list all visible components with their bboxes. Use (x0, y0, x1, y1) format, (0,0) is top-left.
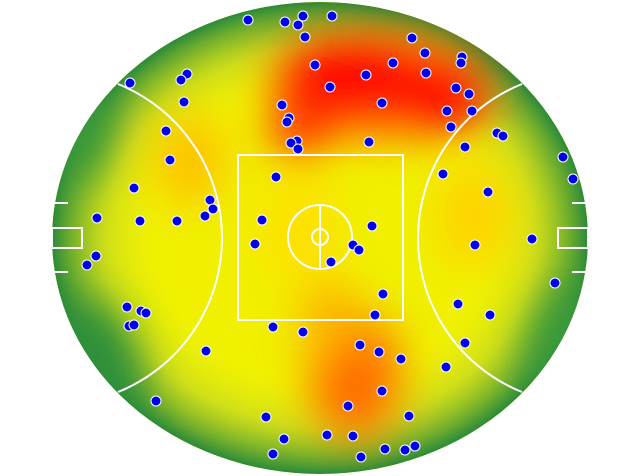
point (281, 116, 293, 128)
point (204, 194, 216, 206)
point (285, 137, 297, 149)
point (309, 59, 321, 71)
point (260, 411, 272, 423)
point (199, 210, 211, 222)
point (526, 233, 538, 245)
point (450, 82, 462, 94)
point (452, 298, 464, 310)
point (342, 400, 354, 412)
point (399, 444, 411, 456)
point (459, 337, 471, 349)
point (279, 16, 291, 28)
point (363, 136, 375, 148)
point (267, 321, 279, 333)
point (497, 130, 509, 142)
point (297, 10, 309, 22)
point (90, 250, 102, 262)
point (91, 212, 103, 224)
point (567, 173, 579, 185)
point (445, 121, 457, 133)
point (437, 168, 449, 180)
point (373, 346, 385, 358)
point (406, 32, 418, 44)
point (354, 339, 366, 351)
point (324, 81, 336, 93)
point (466, 105, 478, 117)
point (409, 440, 421, 452)
point (140, 307, 152, 319)
point (353, 244, 365, 256)
point (267, 448, 279, 460)
point (326, 10, 338, 22)
point (387, 57, 399, 69)
point (325, 256, 337, 268)
point (278, 433, 290, 445)
point (420, 67, 432, 79)
point (360, 69, 372, 81)
point (549, 277, 561, 289)
point (200, 345, 212, 357)
point (121, 301, 133, 313)
point (242, 14, 254, 26)
point (175, 74, 187, 86)
point (150, 395, 162, 407)
point (455, 57, 467, 69)
point (128, 182, 140, 194)
point (355, 451, 367, 463)
point (297, 326, 309, 338)
point (207, 203, 219, 215)
point (376, 385, 388, 397)
point (469, 239, 481, 251)
point (557, 151, 569, 163)
point (299, 31, 311, 43)
point (441, 105, 453, 117)
point (347, 430, 359, 442)
point (292, 143, 304, 155)
point (270, 171, 282, 183)
point (459, 141, 471, 153)
point (376, 97, 388, 109)
point (276, 99, 288, 111)
point (81, 259, 93, 271)
point (321, 429, 333, 441)
point (171, 215, 183, 227)
point (256, 214, 268, 226)
point (128, 319, 140, 331)
point (134, 215, 146, 227)
point (463, 88, 475, 100)
point (419, 47, 431, 59)
point (160, 125, 172, 137)
point (379, 443, 391, 455)
point (395, 353, 407, 365)
point (369, 309, 381, 321)
point (366, 220, 378, 232)
point (164, 154, 176, 166)
point (178, 96, 190, 108)
point (482, 186, 494, 198)
point (484, 309, 496, 321)
point (403, 410, 415, 422)
point (124, 77, 136, 89)
point (377, 288, 389, 300)
point (440, 361, 452, 373)
point (292, 19, 304, 31)
point (249, 238, 261, 250)
